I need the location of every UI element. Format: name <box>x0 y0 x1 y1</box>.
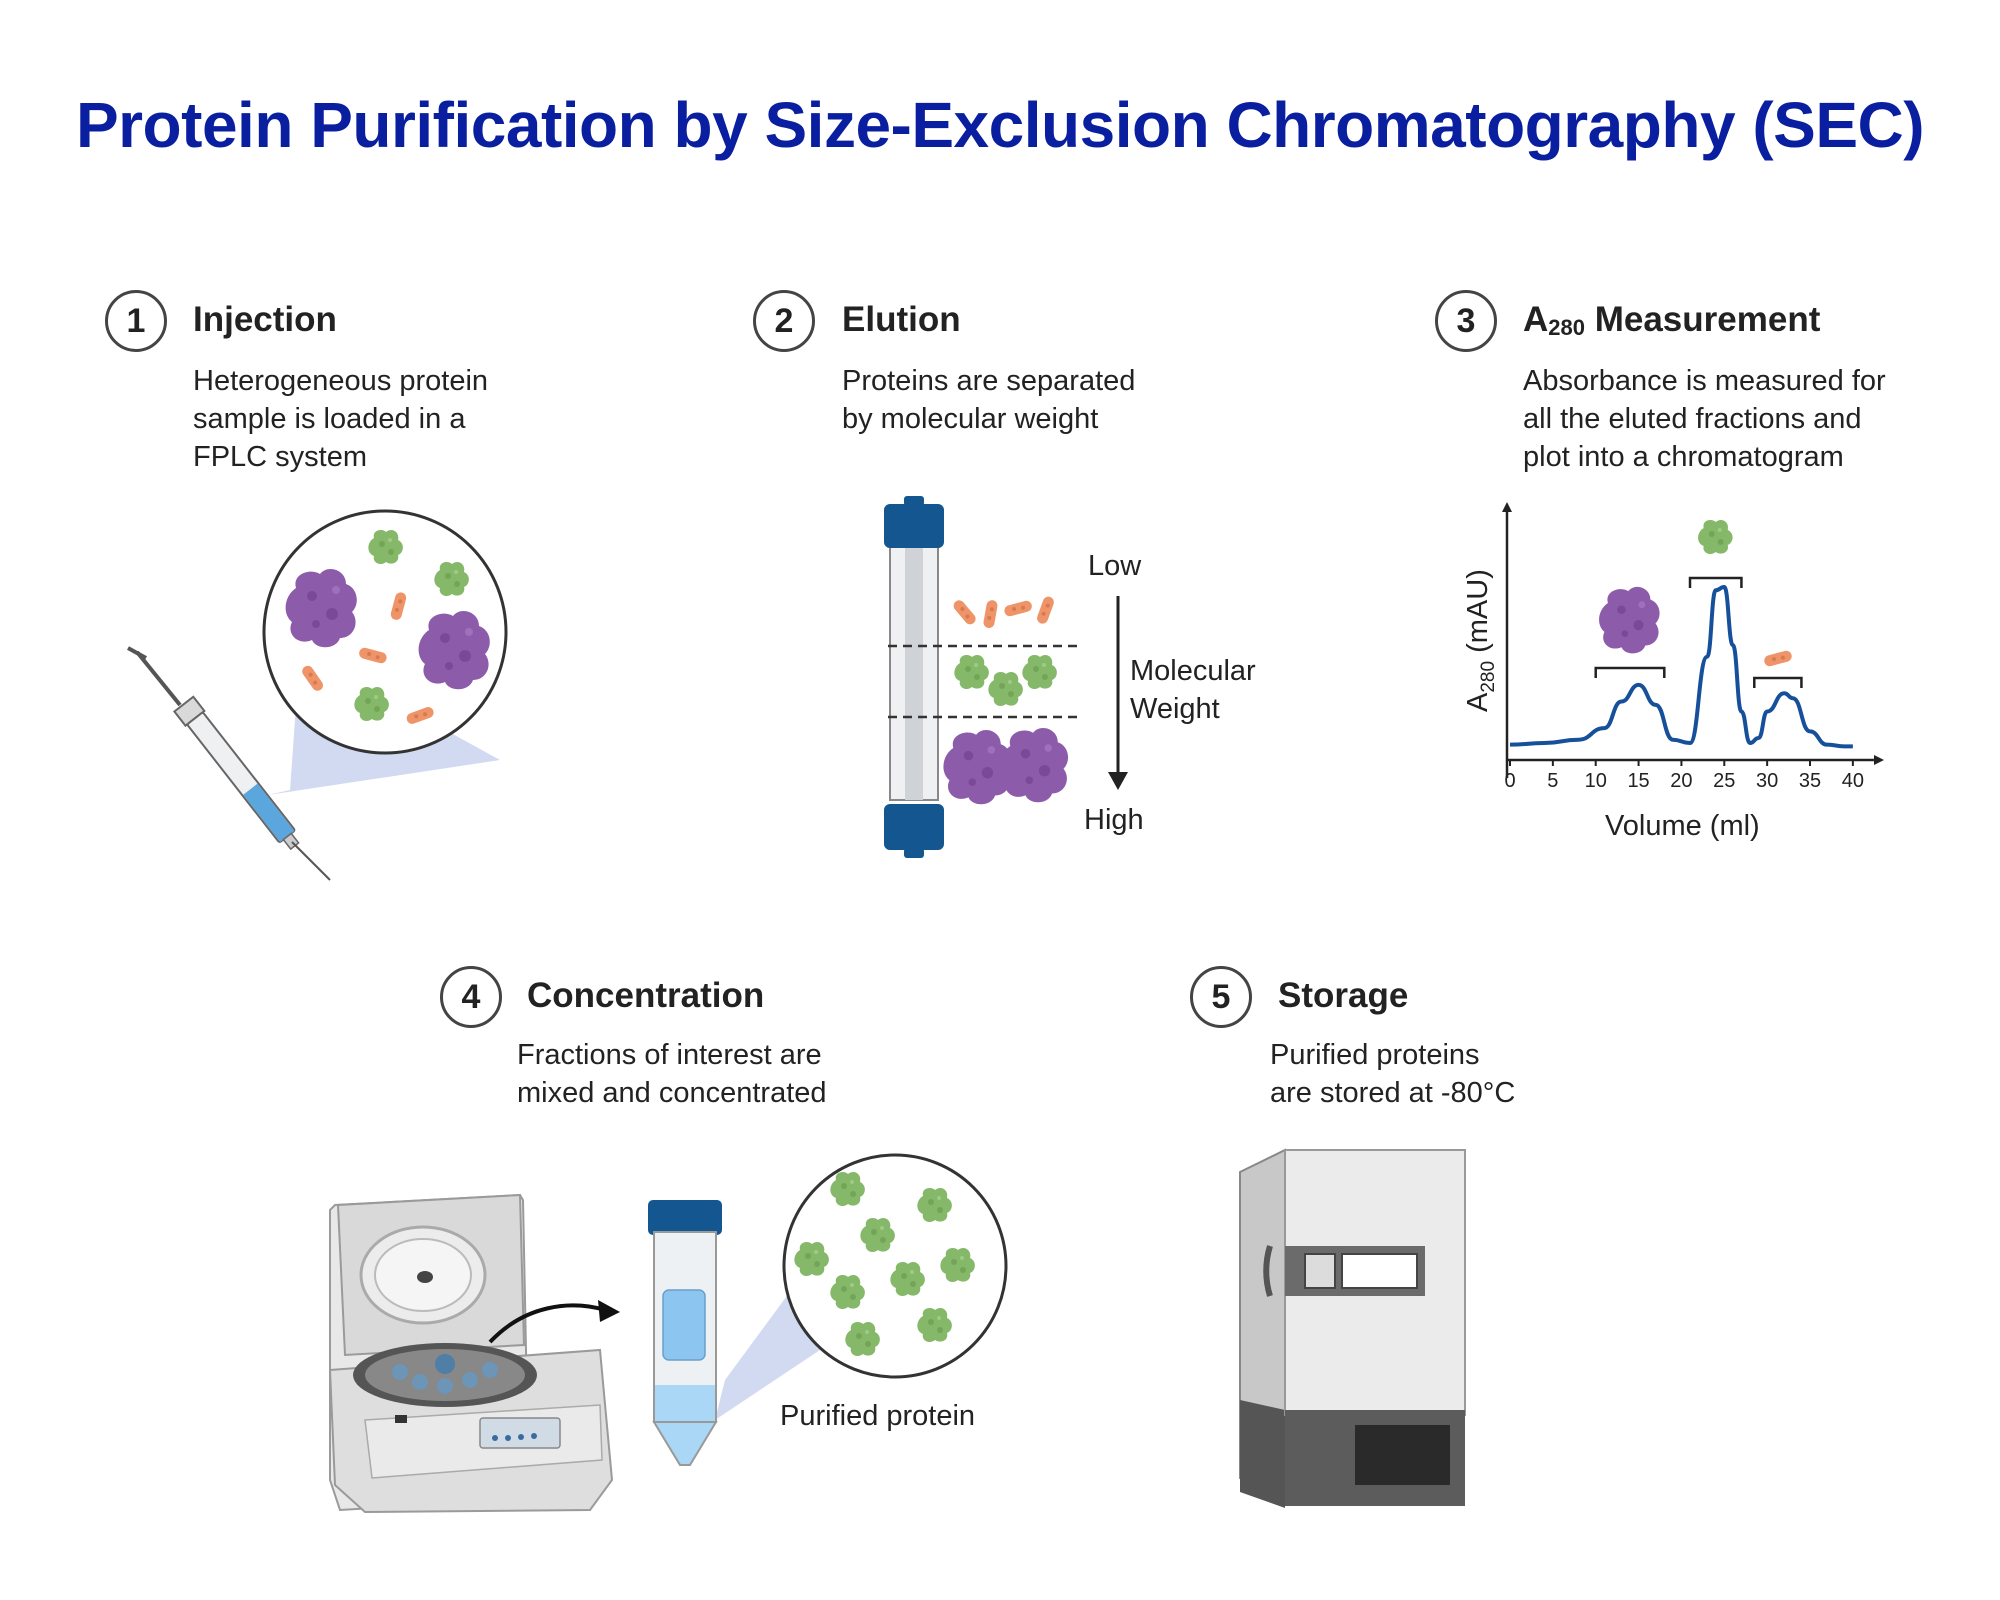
freezer-illustration <box>1239 1148 1466 1508</box>
step-4-number: 4 <box>440 966 502 1028</box>
x-tick-label: 5 <box>1547 770 1559 792</box>
step-1-number: 1 <box>105 290 167 352</box>
chart-x-axis-label: Volume (ml) <box>1605 810 1760 842</box>
step-3-number: 3 <box>1435 290 1497 352</box>
peak-bracket <box>1688 576 1743 588</box>
peak-protein-medium <box>1698 519 1733 555</box>
syringe-illustration <box>127 509 508 881</box>
falcon-tube-illustration <box>648 1153 1008 1466</box>
step-2-number: 2 <box>753 290 815 352</box>
page-title: Protein Purification by Size-Exclusion C… <box>75 89 1925 161</box>
elution-molecular-weight-label: Molecular Weight <box>1130 655 1256 725</box>
step-5-description: Purified proteins are stored at -80°C <box>1270 1039 1516 1109</box>
x-tick-label: 40 <box>1841 770 1864 792</box>
peak-protein-large <box>1599 586 1660 654</box>
step-5-number: 5 <box>1190 966 1252 1028</box>
elution-low-label: Low <box>1088 550 1142 582</box>
step-4-description: Fractions of interest are mixed and conce… <box>517 1039 827 1109</box>
step-5-title: Storage <box>1278 976 1409 1015</box>
x-tick-label: 20 <box>1670 770 1693 792</box>
step-4-title: Concentration <box>527 976 765 1015</box>
peak-bracket <box>1753 676 1803 688</box>
elution-high-label: High <box>1084 804 1144 836</box>
x-tick-label: 30 <box>1756 770 1779 792</box>
centrifuge-illustration <box>328 1193 620 1514</box>
step-1-description: Heterogeneous protein sample is loaded in… <box>193 365 489 473</box>
chromatogram-chart <box>1502 502 1884 778</box>
x-tick-label: 25 <box>1713 770 1736 792</box>
peak-bracket <box>1594 666 1666 678</box>
step-3-description: Absorbance is measured for all the eluted… <box>1523 365 1886 473</box>
sec-column-illustration <box>884 496 1128 858</box>
peak-protein-small <box>1763 649 1793 668</box>
chromatogram-series-line <box>1509 584 1853 749</box>
step-1-title: Injection <box>193 300 337 339</box>
step-2-title: Elution <box>842 300 961 339</box>
purified-protein-label: Purified protein <box>780 1400 976 1432</box>
step-3-title: A280 Measurement <box>1523 300 1821 340</box>
x-tick-label: 0 <box>1504 770 1516 792</box>
x-tick-label: 15 <box>1627 770 1650 792</box>
x-tick-label: 10 <box>1584 770 1607 792</box>
step-2-description: Proteins are separated by molecular weigh… <box>842 365 1136 435</box>
x-tick-label: 35 <box>1798 770 1822 792</box>
